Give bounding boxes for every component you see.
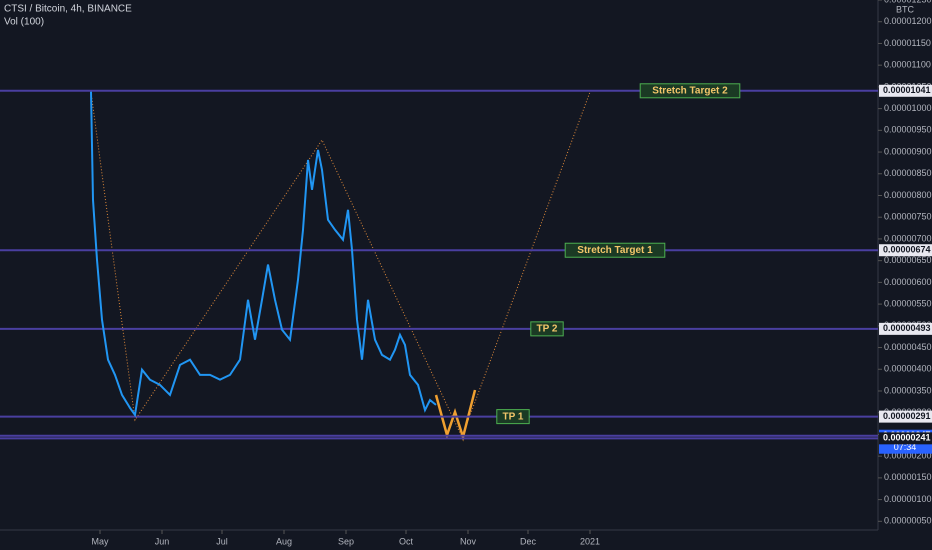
y-tick-label: 0.00000200 [884, 451, 932, 461]
y-tick-label: 0.00000900 [884, 146, 932, 156]
y-tick-label: 0.00000650 [884, 255, 932, 265]
x-tick-label: May [91, 536, 109, 546]
y-tick-label: 0.00000950 [884, 125, 932, 135]
x-tick-label: 2021 [580, 536, 600, 546]
level-label-box [879, 432, 932, 445]
w-pattern [434, 389, 477, 442]
level-label: 0.00000674 [883, 245, 931, 255]
x-tick-label: Aug [276, 536, 292, 546]
y-tick-label: 0.00001150 [884, 38, 931, 48]
target-box [639, 83, 741, 99]
level-label-box [879, 244, 932, 257]
x-tick-label: Sep [338, 536, 354, 546]
y-tick-label: 0.00000050 [884, 516, 932, 526]
x-tick-label: Nov [460, 536, 477, 546]
y-tick-label: 0.00001200 [884, 16, 932, 26]
y-tick-label: 0.00000400 [884, 364, 932, 374]
y-tick-label: 0.00001100 [884, 60, 931, 70]
y-tick-label: 0.00001000 [884, 103, 932, 113]
level-label: 0.00000493 [883, 323, 931, 333]
price-line [90, 91, 437, 418]
target-label: Stretch Target 1 [577, 245, 653, 256]
target-box [496, 409, 530, 425]
level-label: 0.00001041 [883, 85, 931, 95]
y-tick-label: 0.00001250 [884, 0, 932, 4]
target-box [530, 321, 564, 337]
target-label: Stretch Target 2 [652, 85, 728, 96]
axis-unit: BTC [896, 4, 915, 14]
x-tick-label: Jul [216, 536, 228, 546]
level-label-box [879, 410, 932, 423]
y-tick-label: 0.00000700 [884, 233, 932, 243]
y-tick-label: 0.00000750 [884, 212, 932, 222]
y-tick-label: 0.00000600 [884, 277, 932, 287]
target-label: TP 1 [503, 411, 524, 422]
level-label: 0.00000241 [883, 433, 931, 443]
x-tick-label: Jun [155, 536, 170, 546]
y-tick-label: 0.00000450 [884, 342, 932, 352]
y-tick-label: 0.00000100 [884, 494, 932, 504]
y-tick-label: 0.00000550 [884, 298, 932, 308]
target-label: TP 2 [537, 324, 558, 335]
y-tick-label: 0.00000800 [884, 190, 932, 200]
countdown: 07:34 [894, 442, 917, 452]
level-label-box [879, 322, 932, 335]
countdown-box [879, 441, 932, 454]
y-tick-label: 0.00000350 [884, 385, 932, 395]
volume-label: Vol (100) [4, 17, 44, 28]
chart-title: CTSI / Bitcoin, 4h, BINANCE [4, 4, 132, 15]
level-label: 0.00000291 [883, 411, 931, 421]
y-tick-label: 0.00000150 [884, 472, 932, 482]
x-tick-label: Oct [399, 536, 414, 546]
level-label-box [879, 84, 932, 97]
x-tick-label: Dec [520, 536, 537, 546]
y-tick-label: 0.00000850 [884, 168, 932, 178]
target-box [564, 242, 666, 258]
